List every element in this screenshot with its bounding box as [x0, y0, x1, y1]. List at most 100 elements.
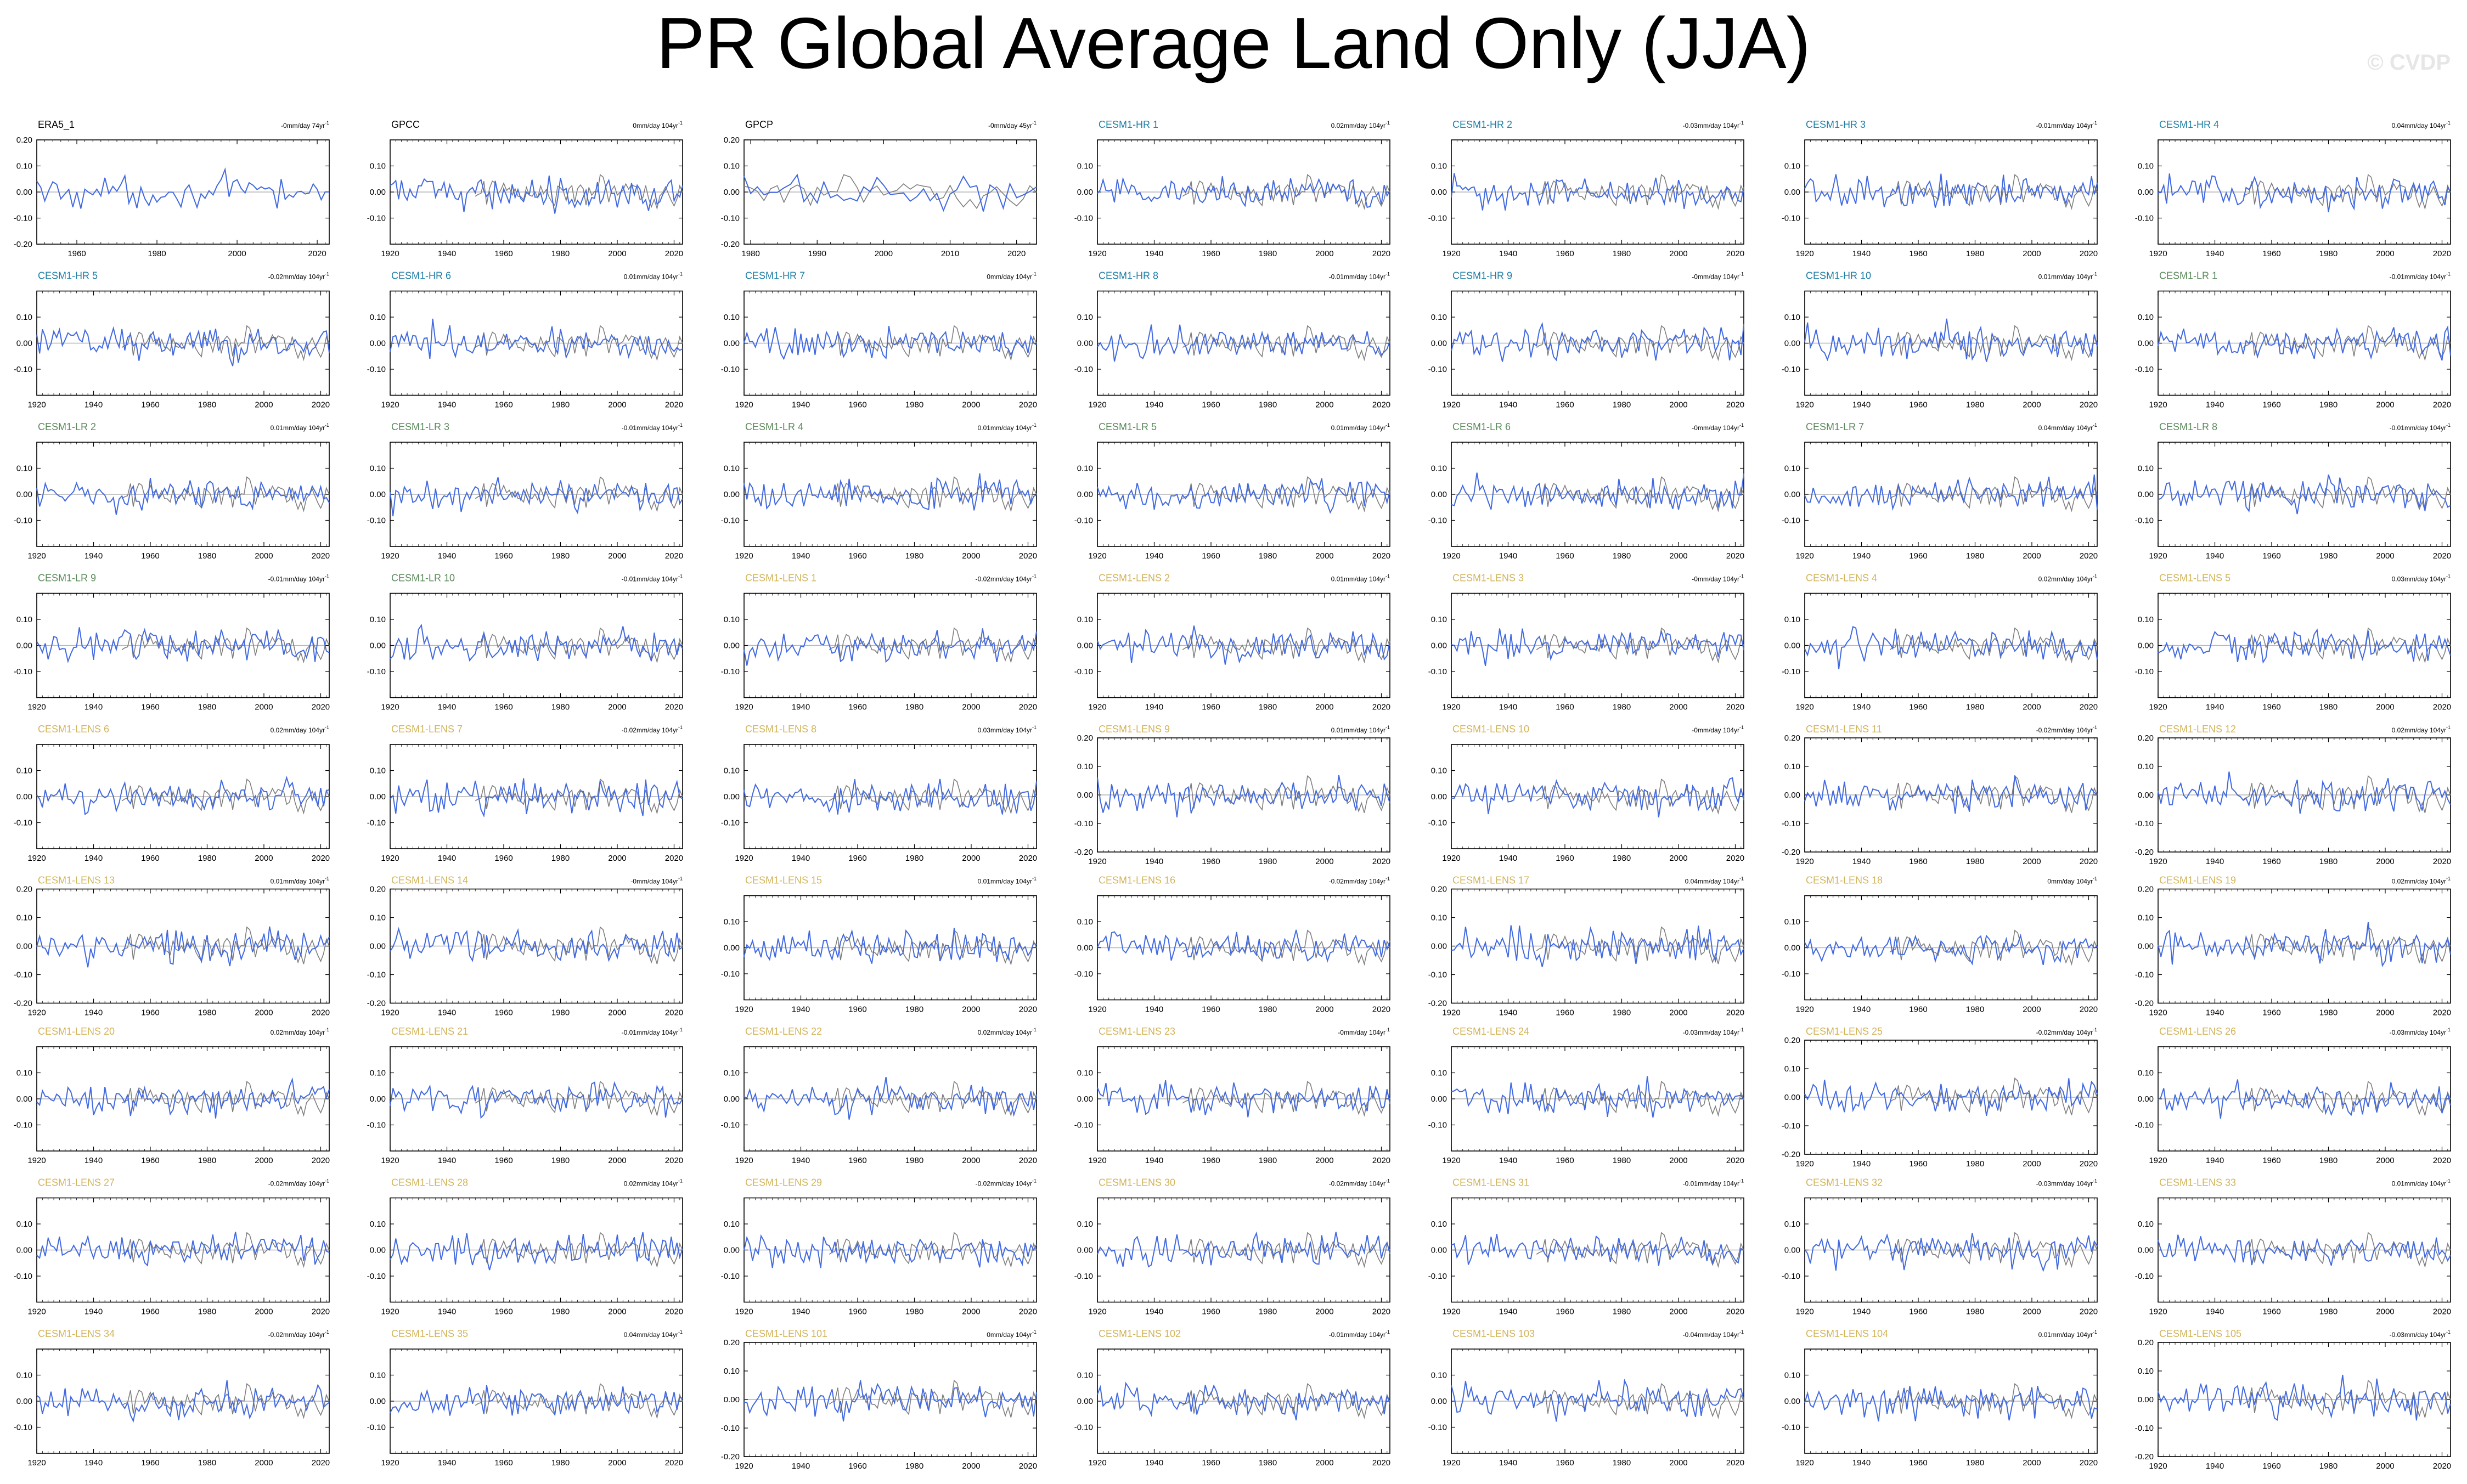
y-tick-label: -0.20 [721, 240, 740, 249]
y-tick-label: -0.10 [1428, 819, 1447, 828]
x-tick-label: 1920 [1442, 400, 1460, 410]
x-tick-label: 1940 [1852, 400, 1871, 410]
y-tick-label: 0.10 [2138, 313, 2154, 322]
y-tick-label: 0.10 [1077, 762, 1093, 771]
panel: CESM1-LR 2 0.01mm/day 104yr-1 -0.10 0.00 0.1… [14, 421, 330, 561]
x-tick-label: 1940 [438, 703, 456, 712]
x-tick-label: 1940 [792, 703, 810, 712]
reference-series-line [744, 174, 1037, 210]
y-tick-label: -0.10 [367, 516, 386, 526]
y-tick-label: -0.10 [1074, 214, 1093, 223]
y-tick-label: -0.10 [2135, 516, 2154, 526]
y-tick-label: -0.10 [721, 365, 740, 374]
x-tick-label: 1940 [1499, 703, 1517, 712]
y-tick-label: 0.00 [16, 490, 32, 499]
y-tick-label: 0.00 [2138, 339, 2154, 348]
panel-label: ERA5_1 [38, 119, 75, 131]
series-line [2158, 771, 2451, 814]
panel-label: CESM1-HR 5 [38, 270, 98, 281]
x-tick-label: 1980 [198, 551, 216, 561]
reference-series-line [829, 325, 1037, 362]
x-tick-label: 2020 [2080, 703, 2098, 712]
x-tick-label: 2000 [255, 854, 273, 863]
panel-label: CESM1-LENS 6 [38, 724, 109, 735]
x-tick-label: 1980 [905, 551, 923, 561]
y-tick-label: -0.10 [721, 667, 740, 676]
x-tick-label: 1980 [1259, 857, 1277, 866]
y-tick-label: 0.00 [1431, 641, 1447, 651]
x-tick-label: 1920 [1088, 400, 1106, 410]
reference-series-line [2243, 775, 2451, 813]
y-tick-label: -0.10 [1782, 516, 1800, 526]
x-tick-label: 1960 [141, 400, 159, 410]
panel-label: CESM1-HR 7 [745, 270, 805, 281]
x-tick-label: 1920 [381, 249, 399, 258]
y-tick-label: 0.00 [1784, 339, 1800, 348]
trend-label: 0.03mm/day 104yr-1 [978, 725, 1037, 734]
x-tick-label: 1960 [1556, 551, 1574, 561]
panel-label: CESM1-LR 3 [391, 421, 449, 432]
y-tick-label: -0.10 [2135, 365, 2154, 374]
trend-label: -0.02mm/day 104yr-1 [268, 272, 329, 281]
y-tick-label: 0.10 [724, 313, 740, 322]
x-tick-label: 2000 [1315, 249, 1333, 258]
x-tick-label: 1940 [1499, 854, 1517, 863]
reference-series-line [2243, 627, 2451, 664]
panel-label: CESM1-LR 10 [391, 573, 455, 584]
trend-label: 0.01mm/day 104yr-1 [271, 422, 329, 432]
series-line [1097, 176, 1390, 208]
x-tick-label: 2000 [1315, 703, 1333, 712]
x-tick-label: 2000 [962, 854, 980, 863]
x-tick-label: 1960 [2262, 703, 2280, 712]
x-tick-label: 1940 [438, 400, 456, 410]
y-tick-label: -0.10 [1074, 365, 1093, 374]
panel: CESM1-LR 8 -0.01mm/day 104yr-1 -0.10 0.00 0.… [2135, 421, 2451, 561]
series-line [1804, 474, 2098, 511]
x-tick-label: 2000 [608, 551, 626, 561]
y-tick-label: -0.10 [2135, 667, 2154, 676]
x-tick-label: 2020 [2433, 249, 2451, 258]
x-tick-label: 2020 [1726, 249, 1744, 258]
x-tick-label: 1980 [2319, 703, 2338, 712]
trend-label: 0.02mm/day 104yr-1 [1331, 120, 1390, 129]
y-tick-label: 0.00 [1431, 339, 1447, 348]
x-tick-label: 2000 [2023, 857, 2041, 866]
y-tick-label: -0.10 [1428, 667, 1447, 676]
trend-label: -0.02mm/day 104yr-1 [976, 574, 1037, 583]
x-tick-label: 2020 [1726, 854, 1744, 863]
reference-series-line [829, 476, 1037, 512]
trend-label: 0.01mm/day 104yr-1 [271, 876, 329, 885]
y-tick-label: 0.10 [724, 162, 740, 171]
x-tick-label: 2000 [608, 249, 626, 258]
trend-label: 0.02mm/day 104yr-1 [2392, 725, 2451, 734]
series-line [2158, 325, 2451, 361]
x-tick-label: 2020 [665, 249, 683, 258]
series-line [2158, 173, 2451, 212]
x-tick-label: 1940 [85, 854, 103, 863]
y-tick-label: 0.00 [1431, 490, 1447, 499]
panel: CESM1-HR 9 -0mm/day 104yr-1 -0.10 0.00 0.10 1… [1428, 270, 1744, 410]
x-tick-label: 1940 [438, 1008, 456, 1018]
series-line [1804, 318, 2098, 362]
x-tick-label: 2000 [2376, 400, 2394, 410]
y-tick-label: -0.10 [721, 819, 740, 828]
x-tick-label: 1980 [2319, 551, 2338, 561]
x-tick-label: 1980 [1613, 551, 1631, 561]
x-tick-label: 1920 [1795, 400, 1813, 410]
x-tick-label: 1980 [551, 400, 570, 410]
series-line [744, 628, 1037, 666]
panel-label: CESM1-LENS 4 [1806, 573, 1877, 584]
y-tick-label: -0.10 [1074, 819, 1093, 828]
y-tick-label: 0.00 [16, 188, 32, 197]
panel-label: CESM1-HR 1 [1099, 119, 1158, 130]
panel: CESM1-HR 5 -0.02mm/day 104yr-1 -0.10 0.00 0.… [14, 270, 330, 410]
y-tick-label: -0.10 [721, 516, 740, 526]
series-line [1097, 775, 1390, 817]
x-tick-label: 1940 [2206, 551, 2224, 561]
y-tick-label: 0.00 [724, 188, 740, 197]
x-tick-label: 2000 [2376, 703, 2394, 712]
y-tick-label: -0.10 [1428, 365, 1447, 374]
x-tick-label: 1940 [1145, 551, 1163, 561]
y-tick-label: -0.10 [367, 667, 386, 676]
